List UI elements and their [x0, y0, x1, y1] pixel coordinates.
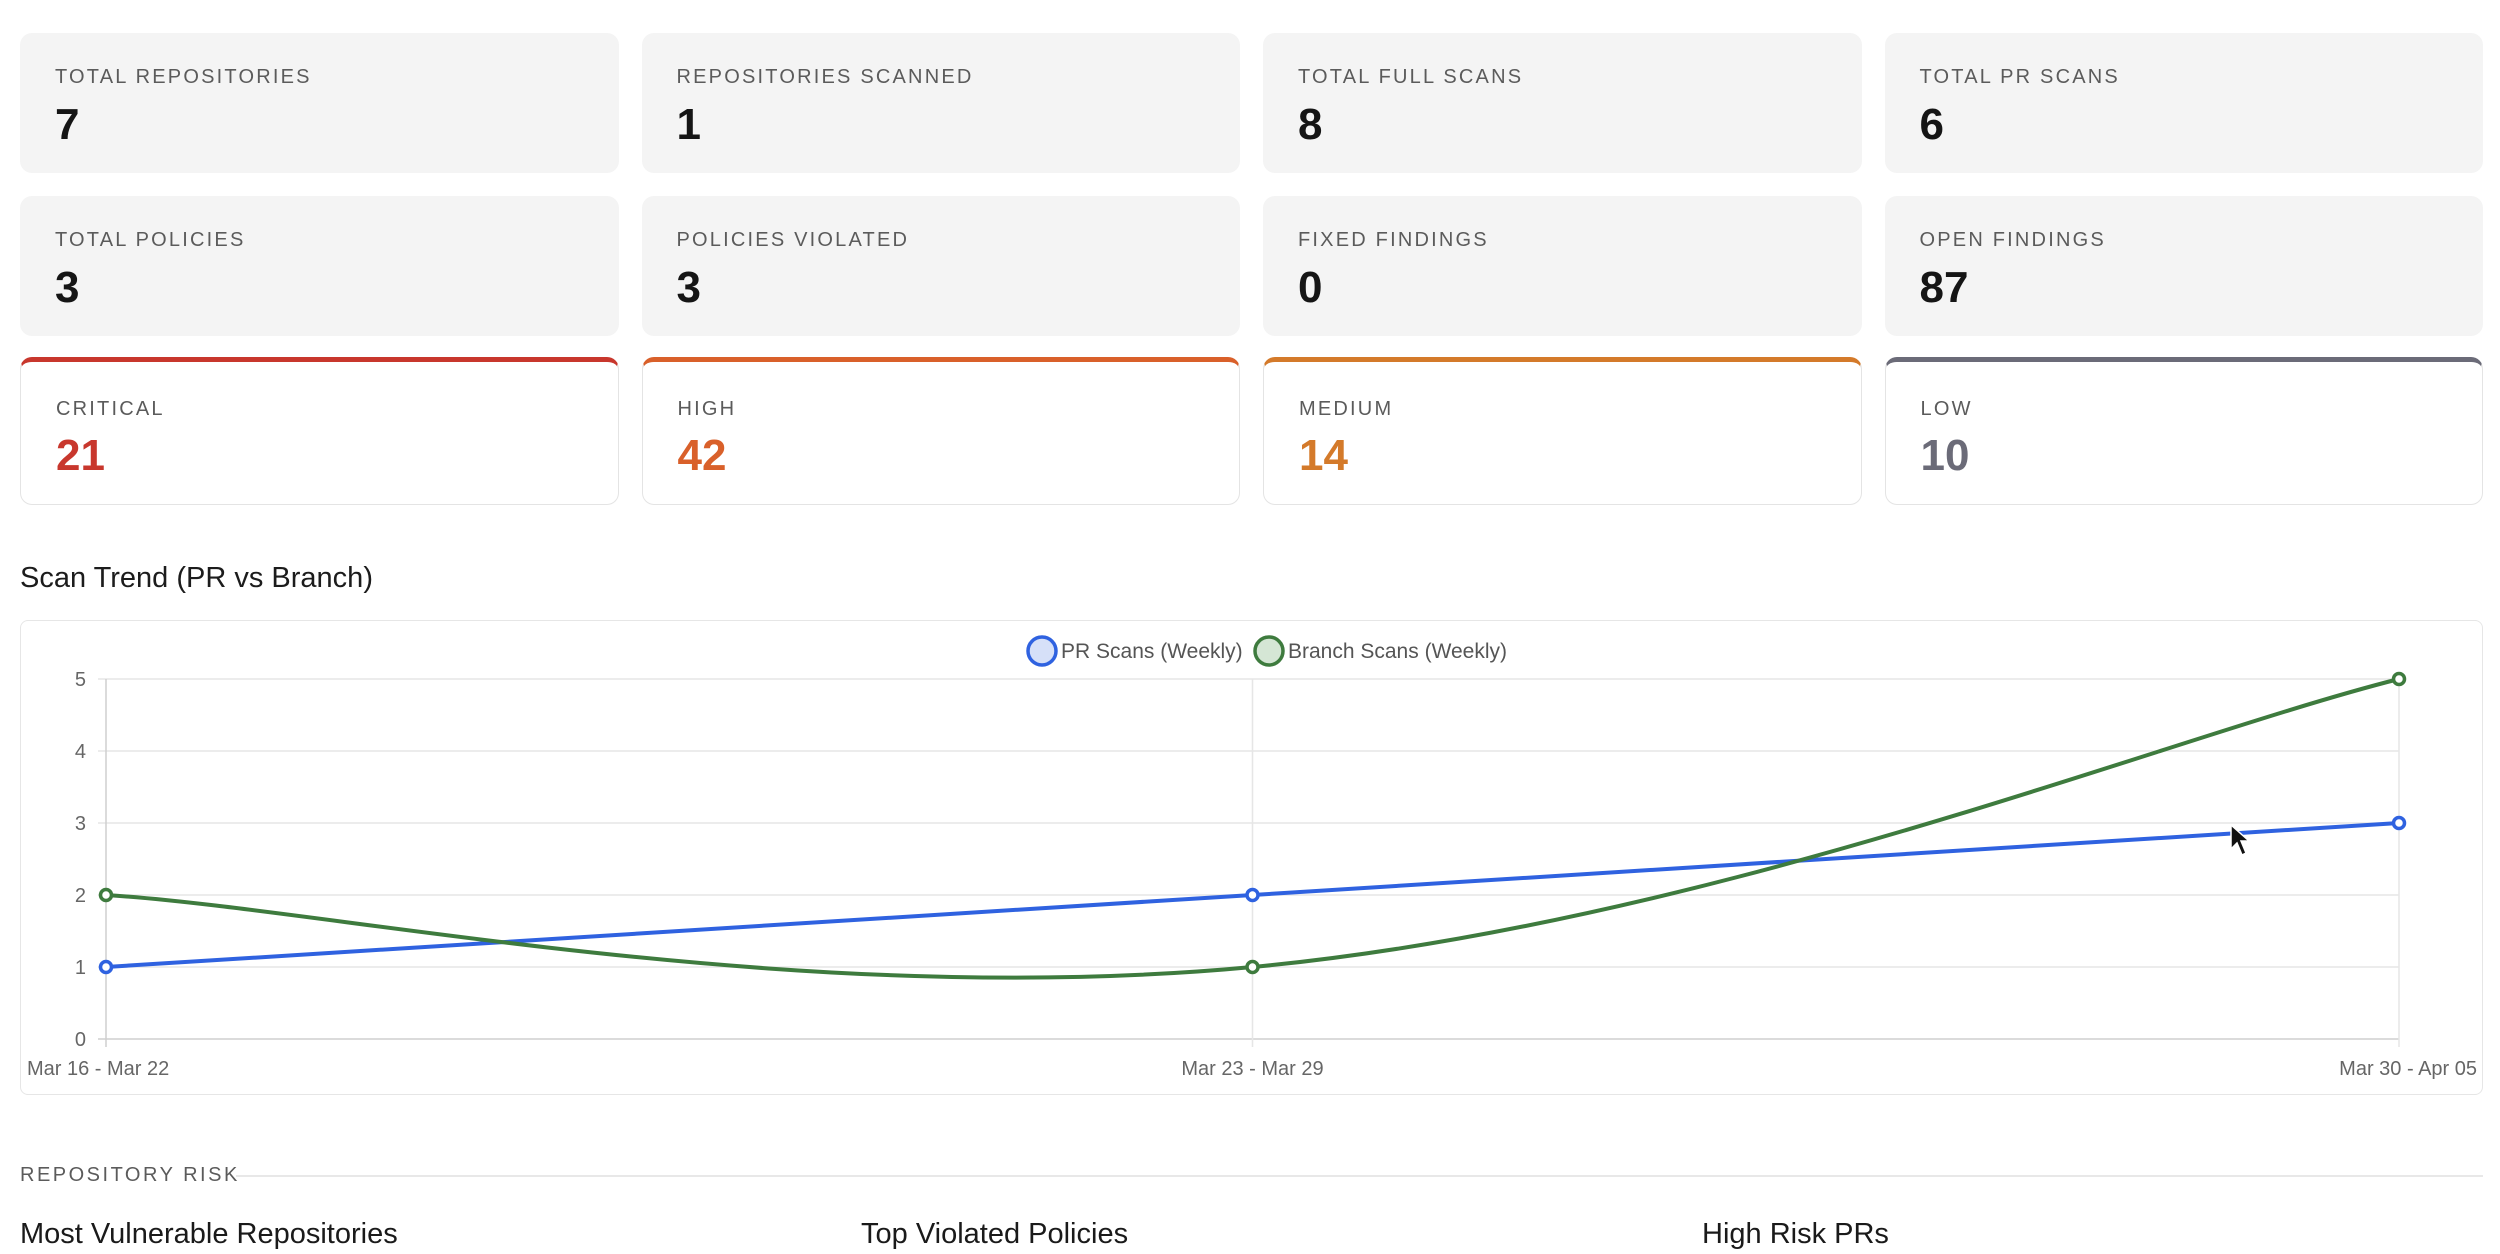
repository-risk-label: REPOSITORY RISK — [20, 1164, 240, 1186]
top-violated-policies-title: Top Violated Policies — [861, 1218, 1129, 1250]
stat-value: 3 — [55, 263, 80, 312]
total-repositories-card: TOTAL REPOSITORIES 7 — [20, 33, 619, 173]
severity-row: CRITICAL 21 HIGH 42 MEDIUM 14 LOW 10 — [20, 357, 2483, 505]
stat-value: 0 — [1298, 263, 1323, 312]
legend-marker — [1253, 635, 1285, 667]
stat-label: OPEN FINDINGS — [1919, 229, 2106, 251]
data-point — [1245, 959, 1260, 975]
data-point — [2391, 671, 2407, 687]
severity-label: CRITICAL — [56, 398, 165, 420]
summary-row-2: TOTAL POLICIES 3 POLICIES VIOLATED 3 FIX… — [20, 196, 2483, 336]
summary-row-1: TOTAL REPOSITORIES 7 REPOSITORIES SCANNE… — [20, 33, 2483, 173]
y-tick-label: 1 — [75, 957, 86, 979]
high-risk-prs-title: High Risk PRs — [1702, 1218, 1889, 1250]
stat-value: 3 — [676, 263, 701, 312]
y-tick-label: 5 — [75, 669, 86, 691]
total-policies-card: TOTAL POLICIES 3 — [20, 196, 619, 336]
low-card: LOW 10 — [1884, 357, 2483, 505]
x-tick-label: Mar 16 - Mar 22 — [27, 1058, 169, 1080]
scan-trend-title: Scan Trend (PR vs Branch) — [20, 562, 373, 594]
stat-value: 87 — [1919, 263, 1969, 312]
severity-value: 21 — [56, 431, 105, 480]
total-full-scans-card: TOTAL FULL SCANS 8 — [1263, 33, 1862, 173]
severity-value: 14 — [1299, 431, 1348, 480]
stat-label: TOTAL REPOSITORIES — [55, 66, 312, 88]
x-tick-label: Mar 23 - Mar 29 — [1181, 1058, 1323, 1080]
y-tick-label: 2 — [75, 885, 86, 907]
stat-label: TOTAL FULL SCANS — [1298, 66, 1524, 88]
severity-label: HIGH — [677, 398, 737, 420]
policies-violated-card: POLICIES VIOLATED 3 — [641, 196, 1240, 336]
high-card: HIGH 42 — [641, 357, 1240, 505]
legend-marker — [1026, 635, 1058, 667]
stat-label: TOTAL PR SCANS — [1919, 66, 2120, 88]
stat-value: 1 — [676, 100, 701, 149]
open-findings-card: OPEN FINDINGS 87 — [1884, 196, 2483, 336]
stat-label: TOTAL POLICIES — [55, 229, 246, 251]
scan-trend-chart-svg: 0 1 2 3 4 5 Mar 16 - Mar 22 Mar 23 - Mar 29 Mar … — [27, 635, 2477, 1080]
data-point — [1245, 887, 1260, 903]
severity-value: 10 — [1920, 431, 1970, 480]
y-tick-label: 4 — [75, 741, 86, 763]
legend-label: PR Scans (Weekly) — [1061, 640, 1243, 663]
scan-trend-chart: 0 1 2 3 4 5 Mar 16 - Mar 22 Mar 23 - Mar 29 Mar … — [20, 620, 2483, 1095]
severity-label: LOW — [1920, 398, 1973, 420]
repositories-scanned-card: REPOSITORIES SCANNED 1 — [641, 33, 1240, 173]
medium-card: MEDIUM 14 — [1263, 357, 1862, 505]
stat-value: 8 — [1298, 100, 1323, 149]
critical-card: CRITICAL 21 — [20, 357, 619, 505]
most-vulnerable-repositories-title: Most Vulnerable Repositories — [20, 1218, 398, 1250]
stat-value: 7 — [55, 100, 80, 149]
data-point — [98, 959, 114, 975]
data-point — [2391, 815, 2407, 831]
fixed-findings-card: FIXED FINDINGS 0 — [1263, 196, 1862, 336]
stat-label: REPOSITORIES SCANNED — [676, 66, 974, 88]
total-pr-scans-card: TOTAL PR SCANS 6 — [1884, 33, 2483, 173]
stat-label: FIXED FINDINGS — [1298, 229, 1489, 251]
legend-label: Branch Scans (Weekly) — [1288, 640, 1507, 663]
data-point — [98, 887, 114, 903]
mouse-cursor-icon — [2230, 823, 2251, 857]
severity-label: MEDIUM — [1299, 398, 1394, 420]
stat-label: POLICIES VIOLATED — [676, 229, 910, 251]
y-tick-label: 3 — [75, 813, 86, 835]
y-tick-label: 0 — [75, 1029, 86, 1051]
section-divider — [236, 1175, 2483, 1177]
stat-value: 6 — [1919, 100, 1944, 149]
x-tick-label: Mar 30 - Apr 05 — [2339, 1058, 2477, 1080]
severity-value: 42 — [677, 431, 727, 480]
